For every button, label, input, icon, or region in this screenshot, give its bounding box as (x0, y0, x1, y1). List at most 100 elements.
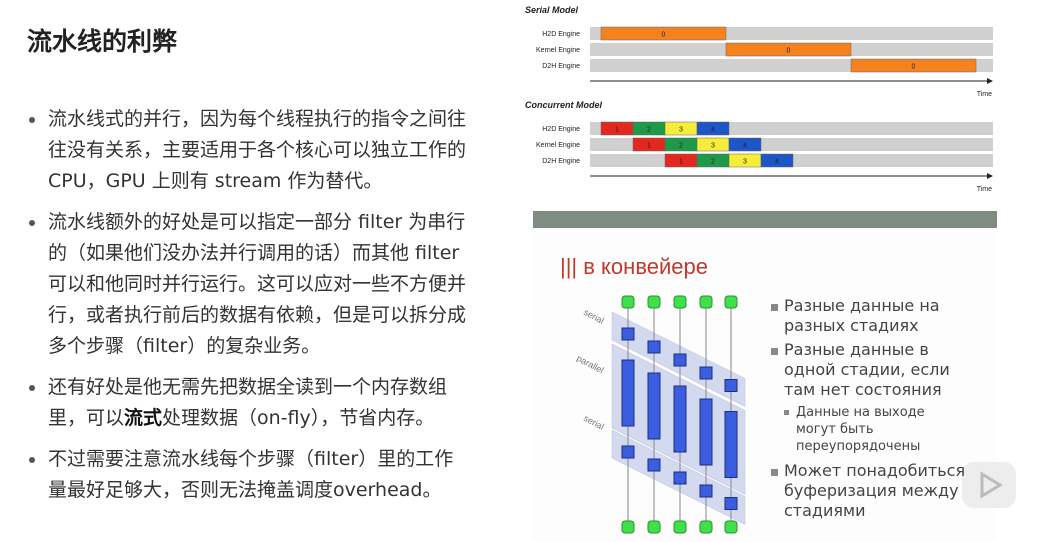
block (664, 121, 698, 136)
point: Может понадобиться буферизация между стади… (770, 461, 970, 521)
block-label: 0 (912, 64, 916, 71)
block (664, 137, 698, 152)
block (696, 153, 730, 168)
block-label: 1 (647, 143, 651, 150)
time-arrow (987, 173, 993, 179)
point-line: Разные данные на (784, 296, 940, 315)
block-label: 1 (679, 159, 683, 166)
block-label: 4 (743, 143, 747, 150)
russian-points: Разные данные на разных стадиях Разные дан… (770, 296, 970, 525)
lane-label: serial (582, 307, 606, 326)
stage-band (611, 429, 746, 525)
serial-stage (621, 327, 635, 341)
serial-stage (673, 353, 687, 367)
row-label: Kernel Engine (536, 47, 580, 54)
parallel-stage (673, 385, 687, 453)
block (728, 137, 762, 152)
point-line: Разные данные в (784, 340, 929, 359)
point-line: там нет состояния (784, 380, 942, 399)
sink-node (647, 520, 661, 534)
block (696, 121, 730, 136)
lane-label: parallel (575, 353, 605, 375)
block-label: 0 (662, 32, 666, 39)
sink-node (699, 520, 713, 534)
stage-band (611, 343, 746, 495)
row-track (590, 27, 993, 40)
parallel-stage (724, 411, 738, 478)
block (632, 121, 666, 136)
block-label: 4 (775, 159, 779, 166)
block (725, 42, 852, 57)
point-line: стадиями (784, 501, 866, 520)
bullet-text: 还有好处是他无需先把数据全读到一个内存数组里，可以 (48, 376, 448, 429)
time-arrow (987, 78, 993, 84)
point: Разные данные в одной стадии, если там нет… (770, 340, 970, 400)
serial-stage (699, 366, 713, 380)
sink-node (724, 520, 738, 534)
block (600, 26, 727, 41)
parallel-stage (699, 398, 713, 466)
bold-text: 流式 (124, 407, 163, 429)
block-label: 4 (711, 127, 715, 134)
bullet: 不过需要注意流水线每个步骤（filter）里的工作量最好足够大，否则无法掩盖调度… (27, 444, 467, 506)
bullet: 还有好处是他无需先把数据全读到一个内存数组里，可以流式处理数据（on-fly），… (27, 372, 467, 434)
block (664, 153, 698, 168)
row-label: Kernel Engine (536, 142, 580, 149)
serial-stage (621, 445, 635, 459)
block-label: 3 (679, 127, 683, 134)
axis-label: Time (977, 186, 992, 193)
point-line: Данные на выходе (796, 405, 925, 420)
serial-stage (647, 340, 661, 354)
serial-stage (699, 484, 713, 498)
block (760, 153, 794, 168)
point-line: Может понадобиться (784, 461, 966, 480)
source-node (673, 295, 687, 309)
bullet-text: 流水线式的并行，因为每个线程执行的指令之间往往没有关系，主要适用于各个核心可以独… (48, 108, 467, 192)
russian-title: ||| в конвейере (560, 254, 708, 279)
point-line: переупорядочены (796, 439, 921, 454)
block-label: 3 (711, 143, 715, 150)
block-label: 2 (647, 127, 651, 134)
bullet-text: 不过需要注意流水线每个步骤（filter）里的工作量最好足够大，否则无法掩盖调度… (48, 448, 454, 501)
sink-node (621, 520, 635, 534)
block (696, 137, 730, 152)
block-label: 2 (679, 143, 683, 150)
source-node (699, 295, 713, 309)
row-track (590, 122, 993, 135)
serial-stage (673, 471, 687, 485)
block-label: 0 (787, 48, 791, 55)
block (728, 153, 762, 168)
serial-stage (647, 458, 661, 472)
row-label: H2D Engine (542, 126, 580, 133)
point: Разные данные на разных стадиях (770, 296, 970, 336)
source-node (647, 295, 661, 309)
sink-node (673, 520, 687, 534)
row-track (590, 43, 993, 56)
row-label: H2D Engine (542, 31, 580, 38)
point-line: буферизация между (784, 481, 959, 500)
row-track (590, 59, 993, 72)
parallel-stage (621, 359, 635, 427)
row-track (590, 138, 993, 151)
slide-title: 流水线的利弊 (27, 27, 178, 56)
stage-band (611, 311, 746, 407)
block-label: 2 (711, 159, 715, 166)
model-title: Serial Model (525, 5, 579, 15)
axis-label: Time (977, 91, 992, 98)
serial-stage (724, 497, 738, 510)
bullet: 流水线额外的好处是可以指定一部分 filter 为串行的（如果他们没办法并行调用… (27, 207, 467, 362)
point: Данные на выходе могут быть переупорядочен… (770, 404, 970, 455)
divider-bar (533, 211, 997, 228)
point-line: разных стадиях (784, 316, 919, 335)
serial-stage (724, 379, 738, 392)
point-line: одной стадии, если (784, 360, 950, 379)
bullet-text: 处理数据（on-fly），节省内存。 (162, 407, 435, 429)
block (850, 58, 977, 73)
model-title: Concurrent Model (525, 100, 603, 110)
bilibili-logo (962, 462, 1016, 508)
bullet-list: 流水线式的并行，因为每个线程执行的指令之间往往没有关系，主要适用于各个核心可以独… (27, 104, 467, 516)
block-label: 3 (743, 159, 747, 166)
row-label: D2H Engine (542, 63, 580, 70)
row-track (590, 154, 993, 167)
